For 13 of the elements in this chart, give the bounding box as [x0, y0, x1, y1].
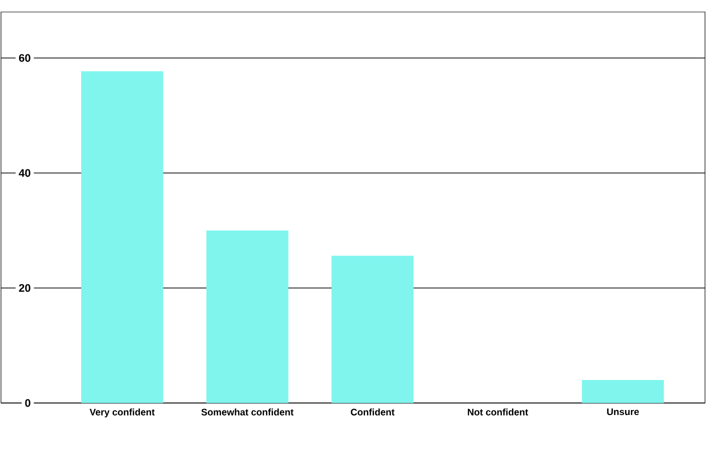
x-tick-label: Confident: [350, 408, 394, 416]
y-tick-label: 0: [25, 399, 30, 407]
y-tick-label: 60: [19, 54, 30, 62]
x-tick-label: Very confident: [90, 408, 155, 418]
bar: [81, 71, 164, 403]
y-tick-label: 20: [18, 284, 30, 292]
x-tick-label: Unsure: [607, 408, 639, 416]
x-tick-label: Not confident: [468, 408, 528, 416]
bar: [206, 230, 288, 403]
x-tick-label: Somewhat confident: [201, 408, 294, 416]
bar: [332, 256, 414, 403]
y-tick-label: 40: [18, 169, 30, 177]
bar: [582, 380, 664, 403]
